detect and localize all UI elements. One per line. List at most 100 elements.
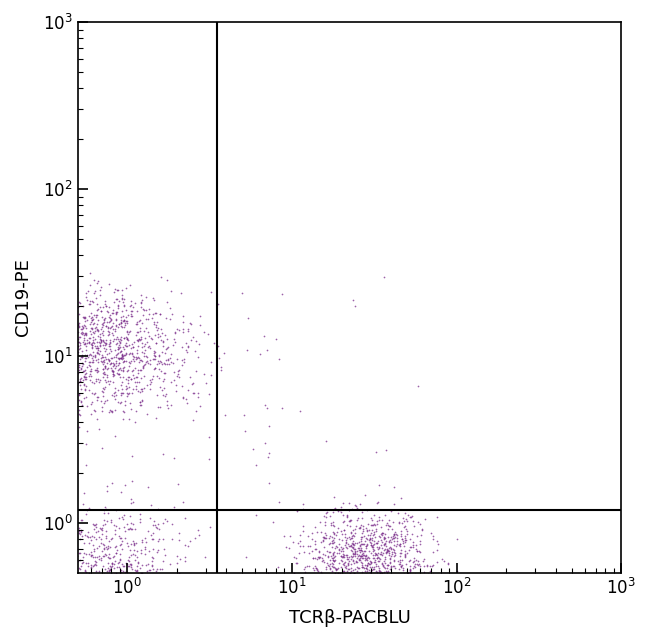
Point bbox=[99, 570, 109, 580]
Point bbox=[346, 554, 357, 564]
Point bbox=[99, 314, 109, 324]
Point bbox=[47, 370, 57, 381]
Point bbox=[98, 539, 109, 549]
Point bbox=[98, 369, 109, 379]
Point bbox=[345, 590, 356, 601]
Point bbox=[408, 556, 419, 567]
Point bbox=[101, 583, 112, 594]
Point bbox=[53, 570, 64, 581]
Point bbox=[113, 594, 124, 604]
Point bbox=[47, 313, 57, 324]
Point bbox=[138, 326, 149, 336]
Point bbox=[47, 329, 58, 339]
Point bbox=[103, 508, 113, 519]
Point bbox=[324, 574, 335, 584]
Point bbox=[131, 594, 142, 604]
Point bbox=[108, 551, 118, 562]
Point bbox=[350, 301, 360, 312]
Point bbox=[88, 552, 99, 562]
Point bbox=[320, 533, 331, 543]
Point bbox=[128, 373, 138, 383]
Point bbox=[404, 542, 415, 552]
Point bbox=[55, 332, 65, 342]
Point bbox=[162, 333, 173, 344]
Point bbox=[72, 551, 82, 562]
Point bbox=[91, 594, 101, 604]
Point bbox=[81, 567, 91, 578]
Point bbox=[422, 560, 432, 570]
Point bbox=[324, 533, 334, 543]
Point bbox=[327, 558, 337, 568]
Point bbox=[116, 567, 126, 577]
Point bbox=[182, 347, 192, 358]
Point bbox=[50, 390, 60, 401]
Point bbox=[47, 581, 57, 592]
Point bbox=[357, 532, 367, 542]
Point bbox=[394, 572, 404, 583]
Point bbox=[382, 545, 392, 556]
Point bbox=[68, 542, 79, 553]
Point bbox=[81, 367, 91, 378]
Point bbox=[47, 351, 57, 361]
Point bbox=[385, 542, 395, 552]
Point bbox=[47, 594, 57, 604]
Point bbox=[394, 517, 404, 528]
Point bbox=[289, 552, 299, 562]
Point bbox=[354, 594, 364, 604]
Point bbox=[117, 293, 127, 303]
Point bbox=[49, 369, 60, 379]
Point bbox=[98, 387, 108, 397]
Point bbox=[153, 364, 164, 374]
Point bbox=[92, 367, 103, 378]
Point bbox=[109, 587, 120, 597]
Point bbox=[342, 594, 352, 604]
Point bbox=[260, 438, 270, 448]
Point bbox=[105, 313, 116, 324]
Point bbox=[347, 543, 358, 553]
Point bbox=[298, 526, 309, 536]
Point bbox=[85, 356, 96, 367]
Point bbox=[378, 539, 389, 549]
Point bbox=[395, 541, 406, 551]
Point bbox=[47, 522, 57, 533]
Point bbox=[54, 569, 64, 579]
Point bbox=[350, 537, 361, 547]
Point bbox=[47, 346, 57, 356]
Point bbox=[134, 353, 144, 363]
Point bbox=[113, 365, 124, 375]
Point bbox=[113, 557, 124, 567]
Point bbox=[101, 339, 111, 349]
Point bbox=[47, 556, 57, 567]
Point bbox=[365, 530, 375, 540]
Point bbox=[403, 510, 413, 520]
Point bbox=[138, 310, 148, 320]
Point bbox=[54, 383, 64, 393]
Point bbox=[448, 572, 459, 583]
Point bbox=[148, 292, 158, 303]
Point bbox=[181, 582, 191, 592]
Point bbox=[103, 330, 113, 340]
Point bbox=[47, 283, 57, 293]
Point bbox=[55, 331, 65, 341]
Point bbox=[73, 319, 83, 329]
Point bbox=[102, 306, 112, 316]
Point bbox=[70, 401, 80, 412]
Point bbox=[77, 515, 88, 526]
Point bbox=[111, 548, 122, 558]
Point bbox=[106, 346, 116, 356]
Point bbox=[370, 548, 380, 558]
Point bbox=[107, 390, 117, 400]
Point bbox=[371, 562, 382, 572]
Point bbox=[138, 594, 148, 604]
Point bbox=[126, 296, 136, 306]
Point bbox=[47, 552, 57, 562]
Point bbox=[116, 353, 127, 363]
Point bbox=[356, 592, 367, 602]
Point bbox=[55, 529, 66, 540]
Point bbox=[99, 551, 109, 561]
Point bbox=[51, 397, 62, 408]
Point bbox=[435, 588, 445, 599]
Point bbox=[62, 340, 72, 350]
Point bbox=[312, 554, 322, 564]
Point bbox=[352, 545, 362, 556]
